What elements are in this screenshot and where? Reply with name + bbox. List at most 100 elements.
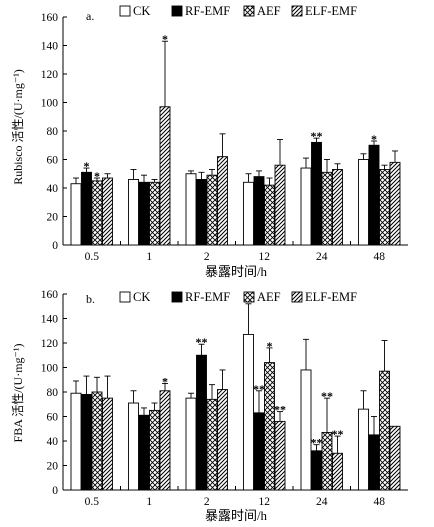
panel-a-significance-rf-emf: ** bbox=[311, 129, 323, 143]
panel-b-bar-rf-emf bbox=[311, 450, 322, 491]
panel-a-rubisco-chart: a. Rubisco 活性/(U·mg⁻¹) 暴露时间/h CK RF-EMF AE… bbox=[11, 4, 408, 279]
panel-b-legend-swatch-rf-emf bbox=[171, 291, 183, 303]
panel-b-legend: CK RF-EMF AEF ELF-EMF bbox=[119, 290, 357, 304]
panel-b-legend-swatch-aef bbox=[243, 291, 255, 303]
panel-a-legend-swatch-aef bbox=[243, 5, 255, 17]
panel-b-legend-swatch-ck bbox=[119, 291, 131, 303]
panel-b-bar-ck bbox=[300, 369, 312, 491]
panel-a-bar-ck bbox=[300, 167, 312, 246]
panel-b-bar-rf-emf bbox=[138, 414, 150, 491]
panel-b-y-tick-label: 80 bbox=[47, 387, 59, 399]
panel-b-bar-rf-emf bbox=[253, 412, 265, 491]
panel-b-bar-aef bbox=[206, 398, 218, 491]
panel-a-bar-aef bbox=[321, 171, 333, 246]
panel-b-significance-elf-emf: * bbox=[162, 374, 168, 388]
panel-b-bar-rf-emf bbox=[81, 394, 92, 491]
panel-a-bar-aef bbox=[206, 174, 218, 246]
panel-a-bar-elf-emf bbox=[159, 106, 171, 246]
panel-a-legend-label-rf-emf: RF-EMF bbox=[185, 4, 230, 18]
panel-b-bar-aef bbox=[149, 409, 160, 491]
panel-b-bar-ck bbox=[185, 397, 197, 491]
panel-b-y-tick-label: 20 bbox=[47, 461, 59, 473]
panel-a-legend-label-aef: AEF bbox=[257, 4, 281, 18]
panel-a-y-tick-label: 60 bbox=[47, 155, 59, 167]
panel-b-bar-aef bbox=[379, 370, 390, 491]
panel-a-y-tick-label: 160 bbox=[41, 12, 59, 24]
panel-a-legend-swatch-ck bbox=[119, 5, 131, 17]
panel-a-bar-elf-emf bbox=[332, 169, 343, 246]
panel-b-bar-elf-emf bbox=[332, 452, 343, 491]
panel-a-bar-rf-emf bbox=[138, 181, 150, 246]
panel-a-bar-aef bbox=[379, 169, 390, 246]
panel-b-bar-elf-emf bbox=[274, 420, 286, 491]
panel-a-legend-swatch-rf-emf bbox=[171, 5, 183, 17]
panel-a-bar-rf-emf bbox=[196, 178, 207, 246]
panel-a-x-tick-label: 24 bbox=[316, 251, 328, 263]
panel-b-legend-swatch-elf-emf bbox=[291, 291, 303, 303]
panel-b-legend-label-aef: AEF bbox=[257, 290, 281, 304]
panel-b-x-tick-label: 1 bbox=[146, 496, 152, 508]
panel-b-bar-rf-emf bbox=[196, 354, 207, 491]
panel-a-y-tick-label: 120 bbox=[41, 69, 59, 81]
panel-a-legend: CK RF-EMF AEF ELF-EMF bbox=[119, 4, 357, 18]
panel-b-x-tick-label: 48 bbox=[374, 496, 386, 508]
panel-b-y-tick-label: 40 bbox=[47, 436, 59, 448]
panel-a-bar-aef bbox=[149, 181, 160, 246]
panel-b-x-tick-label: 0.5 bbox=[85, 496, 100, 508]
panel-b-bar-ck bbox=[128, 402, 139, 491]
panel-a-y-tick-label: 0 bbox=[52, 240, 58, 252]
panel-a-bar-rf-emf bbox=[368, 144, 380, 246]
panel-a-bar-ck bbox=[243, 181, 254, 246]
panel-a-bar-ck bbox=[185, 173, 197, 246]
panel-b-bar-aef bbox=[91, 391, 103, 491]
panel-b-bar-elf-emf bbox=[389, 425, 401, 491]
panel-a-x-tick-label: 0.5 bbox=[85, 251, 100, 263]
panel-a-x-tick-label: 48 bbox=[374, 251, 386, 263]
panel-b-significance-rf-emf: ** bbox=[253, 382, 265, 396]
panel-b-significance-rf-emf: ** bbox=[311, 436, 323, 450]
panel-b-y-tick-label: 0 bbox=[52, 485, 58, 497]
panel-b-x-tick-label: 12 bbox=[259, 496, 271, 508]
panel-b-significance-rf-emf: ** bbox=[196, 335, 208, 349]
panel-a-bar-aef bbox=[264, 184, 275, 246]
panel-b-bar-elf-emf bbox=[217, 389, 228, 491]
panel-b-x-tick-label: 24 bbox=[316, 496, 328, 508]
panel-b-fba-chart: b. FBA 活性/(U·mg⁻¹) 暴露时间/h CK RF-EMF AEF ELF… bbox=[11, 289, 408, 523]
panel-b-x-tick-label: 2 bbox=[204, 496, 210, 508]
panel-a-x-tick-label: 1 bbox=[146, 251, 152, 263]
panel-a-bar-rf-emf bbox=[81, 171, 92, 246]
panel-b-y-tick-label: 60 bbox=[47, 412, 59, 424]
panel-b-significance-aef: * bbox=[267, 339, 273, 353]
panel-b-significance-aef: ** bbox=[321, 389, 333, 403]
panel-a-y-tick-label: 80 bbox=[47, 126, 59, 138]
panel-a-y-tick-label: 140 bbox=[41, 41, 59, 53]
panel-a-bar-elf-emf bbox=[102, 177, 113, 246]
panel-a-significance-aef: * bbox=[94, 169, 100, 183]
panel-a-xlabel: 暴露时间/h bbox=[205, 264, 268, 279]
panel-a-bar-elf-emf bbox=[274, 164, 286, 246]
panel-b-bar-elf-emf bbox=[102, 397, 113, 491]
panel-b-y-tick-label: 160 bbox=[41, 289, 59, 301]
panel-b-y-tick-label: 100 bbox=[41, 363, 59, 375]
panel-b-legend-label-rf-emf: RF-EMF bbox=[185, 290, 230, 304]
panel-b-bar-aef bbox=[264, 362, 275, 491]
panel-b-bar-aef bbox=[321, 431, 333, 491]
panel-a-significance-rf-emf: * bbox=[84, 159, 90, 173]
panel-a-legend-label-elf-emf: ELF-EMF bbox=[305, 4, 357, 18]
panel-b-significance-elf-emf: ** bbox=[332, 427, 344, 441]
panel-b-y-tick-label: 140 bbox=[41, 314, 59, 326]
panel-b-legend-label-elf-emf: ELF-EMF bbox=[305, 290, 357, 304]
panel-a-ylabel: Rubisco 活性/(U·mg⁻¹) bbox=[11, 69, 25, 185]
panel-a-bar-ck bbox=[128, 178, 139, 246]
panel-a-legend-label-ck: CK bbox=[133, 4, 150, 18]
panel-a-legend-swatch-elf-emf bbox=[291, 5, 303, 17]
panel-b-bar-ck bbox=[358, 408, 369, 491]
panel-b-bar-elf-emf bbox=[159, 390, 171, 491]
panel-a-significance-rf-emf: * bbox=[371, 132, 377, 146]
panel-a-bar-rf-emf bbox=[253, 176, 265, 246]
panel-b-bar-rf-emf bbox=[368, 434, 380, 491]
panel-a-bar-aef bbox=[91, 180, 103, 246]
panel-a-y-tick-label: 20 bbox=[47, 212, 59, 224]
panel-b-xlabel: 暴露时间/h bbox=[205, 508, 268, 523]
